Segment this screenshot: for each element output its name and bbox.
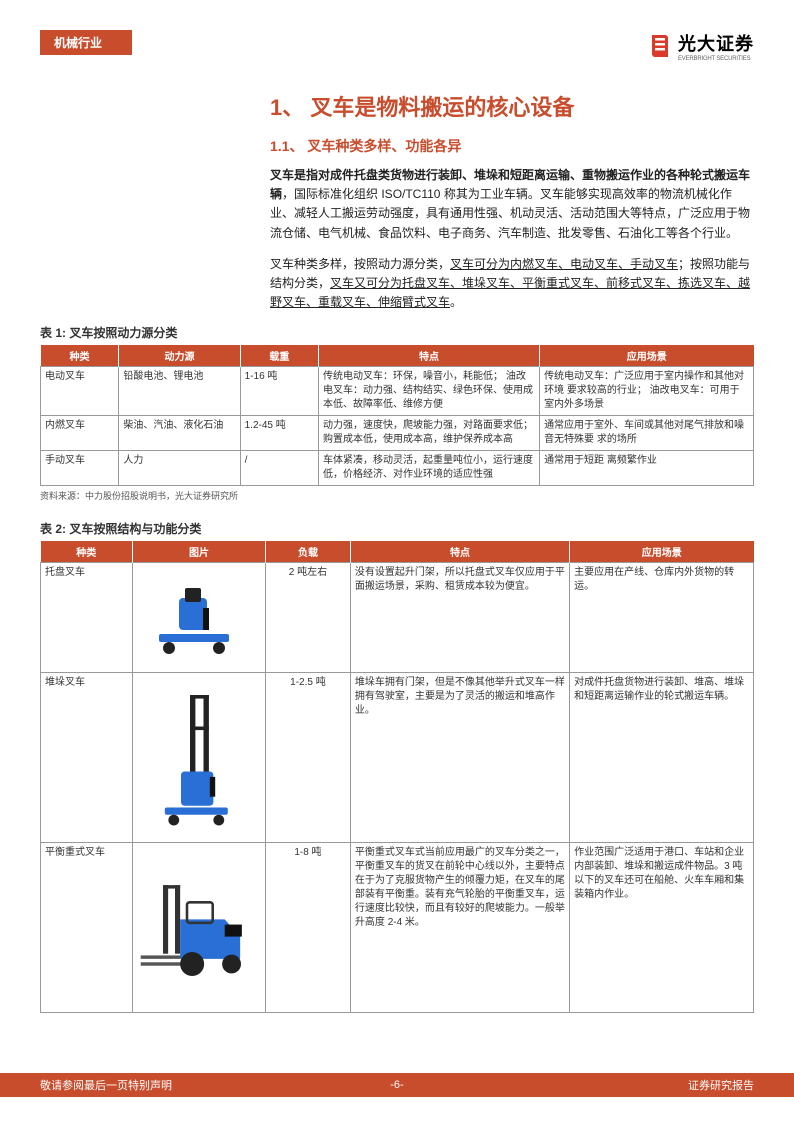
footer-right: 证券研究报告 — [688, 1077, 754, 1093]
logo-subtext: EVERBRIGHT SECURITIES — [678, 56, 754, 62]
para2-end: 。 — [450, 295, 462, 309]
heading-2: 1.1、 叉车种类多样、功能各异 — [270, 136, 754, 156]
forklift-illustration — [139, 849, 259, 1006]
table-header: 负载 — [265, 541, 350, 563]
paragraph-2: 叉车种类多样，按照动力源分类，叉车可分为内燃叉车、电动叉车、手动叉车；按照功能与… — [270, 255, 754, 313]
company-logo: 光大证券 EVERBRIGHT SECURITIES — [648, 30, 754, 62]
table-cell: 主要应用在产线、仓库内外货物的转运。 — [570, 563, 754, 673]
table-row: 堆垛叉车 1-2.5 吨堆垛车拥有门架，但是不像其他举升式叉车一样拥有驾驶室，主要… — [41, 673, 754, 843]
table-header: 动力源 — [119, 345, 240, 367]
table-cell: 1-8 吨 — [265, 843, 350, 1013]
table-cell: 内燃叉车 — [41, 416, 119, 451]
table-row: 内燃叉车柴油、汽油、液化石油1.2-45 吨动力强，速度快，爬坡能力强，对路面要… — [41, 416, 754, 451]
page-content: 1、 叉车是物料搬运的核心设备 1.1、 叉车种类多样、功能各异 叉车是指对成件… — [0, 62, 794, 1013]
para1-rest: ，国际标准化组织 ISO/TC110 称其为工业车辆。叉车能够实现高效率的物流机… — [270, 187, 750, 239]
page-header: 机械行业 光大证券 EVERBRIGHT SECURITIES — [0, 0, 794, 62]
table-cell: 通常应用于室外、车间或其他对尾气排放和噪音无特殊要 求的场所 — [540, 416, 754, 451]
table-cell — [132, 843, 265, 1013]
everbright-logo-icon — [648, 33, 672, 59]
para2-plain: 叉车种类多样，按照动力源分类， — [270, 257, 450, 271]
forklift-illustration — [139, 569, 259, 666]
table-cell: 1-16 吨 — [240, 367, 318, 416]
table-header: 载重 — [240, 345, 318, 367]
table-cell: 传统电动叉车：环保，噪音小，耗能低； 油改电叉车：动力强、结构结实、绿色环保、使… — [319, 367, 540, 416]
table-cell: 人力 — [119, 451, 240, 486]
footer-page-number: -6- — [390, 1079, 403, 1091]
table-cell: 柴油、汽油、液化石油 — [119, 416, 240, 451]
table-cell: 作业范围广泛适用于港口、车站和企业内部装卸、堆垛和搬运成件物品。3 吨以下的叉车… — [570, 843, 754, 1013]
page-footer: 敬请参阅最后一页特别声明 -6- 证券研究报告 — [0, 1073, 794, 1097]
table-header: 特点 — [350, 541, 569, 563]
table-cell: 手动叉车 — [41, 451, 119, 486]
table-header: 种类 — [41, 541, 133, 563]
table-cell — [132, 673, 265, 843]
table-cell: 1.2-45 吨 — [240, 416, 318, 451]
forklift-illustration — [139, 679, 259, 836]
table-header: 特点 — [319, 345, 540, 367]
table-cell: 通常用于短距 离频繁作业 — [540, 451, 754, 486]
para2-u2: 叉车又可分为托盘叉车、堆垛叉车、平衡重式叉车、前移式叉车、拣选叉车、越野叉车、重… — [270, 276, 750, 309]
table-cell: 对成件托盘货物进行装卸、堆高、堆垛和短距离运输作业的轮式搬运车辆。 — [570, 673, 754, 843]
table-cell: 平衡重式叉车 — [41, 843, 133, 1013]
table-row: 手动叉车人力/车体紧凑，移动灵活，起重量吨位小，运行速度低，价格经济、对作业环境… — [41, 451, 754, 486]
table-cell: 铅酸电池、锂电池 — [119, 367, 240, 416]
logo-text: 光大证券 — [678, 30, 754, 56]
table-cell: 托盘叉车 — [41, 563, 133, 673]
table-cell: 堆垛叉车 — [41, 673, 133, 843]
table-cell: 没有设置起升门架，所以托盘式叉车仅应用于平面搬运场景，采购、租赁成本较为便宜。 — [350, 563, 569, 673]
paragraph-1: 叉车是指对成件托盘类货物进行装卸、堆垛和短距离运输、重物搬运作业的各种轮式搬运车… — [270, 166, 754, 243]
table-cell — [132, 563, 265, 673]
table-row: 电动叉车铅酸电池、锂电池1-16 吨传统电动叉车：环保，噪音小，耗能低； 油改电… — [41, 367, 754, 416]
table-header: 图片 — [132, 541, 265, 563]
table-row: 托盘叉车 2 吨左右没有设置起升门架，所以托盘式叉车仅应用于平面搬运场景，采购、租… — [41, 563, 754, 673]
header-category-tab: 机械行业 — [40, 30, 132, 55]
table-cell: 动力强，速度快，爬坡能力强，对路面要求低；购置成本低，使用成本高，维护保养成本高 — [319, 416, 540, 451]
table-header: 应用场景 — [540, 345, 754, 367]
table-cell: 车体紧凑，移动灵活，起重量吨位小，运行速度低，价格经济、对作业环境的适应性强 — [319, 451, 540, 486]
table1-source: 资料来源：中力股份招股说明书，光大证券研究所 — [40, 489, 754, 502]
table-header: 种类 — [41, 345, 119, 367]
heading-1: 1、 叉车是物料搬运的核心设备 — [270, 90, 754, 122]
para2-u1: 叉车可分为内燃叉车、电动叉车、手动叉车 — [450, 257, 678, 271]
table-2: 种类图片负载特点应用场景 托盘叉车 2 吨左右没有设置起升门架，所以托盘式叉车仅应… — [40, 541, 754, 1013]
table-cell: 1-2.5 吨 — [265, 673, 350, 843]
table-row: 平衡重式叉车 1-8 吨平衡重式叉车式当前应用最广的叉车分类之一，平衡重叉车的货叉… — [41, 843, 754, 1013]
table-cell: 传统电动叉车：广泛应用于室内操作和其他对环境 要求较高的行业； 油改电叉车：可用… — [540, 367, 754, 416]
table1-caption: 表 1: 叉车按照动力源分类 — [40, 324, 754, 341]
table2-caption: 表 2: 叉车按照结构与功能分类 — [40, 520, 754, 537]
table-cell: 2 吨左右 — [265, 563, 350, 673]
table-cell: 堆垛车拥有门架，但是不像其他举升式叉车一样拥有驾驶室，主要是为了灵活的搬运和堆高… — [350, 673, 569, 843]
table-1: 种类动力源载重特点应用场景 电动叉车铅酸电池、锂电池1-16 吨传统电动叉车：环… — [40, 345, 754, 486]
table-cell: 平衡重式叉车式当前应用最广的叉车分类之一，平衡重叉车的货叉在前轮中心线以外，主要… — [350, 843, 569, 1013]
table-cell: 电动叉车 — [41, 367, 119, 416]
table-cell: / — [240, 451, 318, 486]
footer-left: 敬请参阅最后一页特别声明 — [40, 1077, 172, 1093]
table-header: 应用场景 — [570, 541, 754, 563]
